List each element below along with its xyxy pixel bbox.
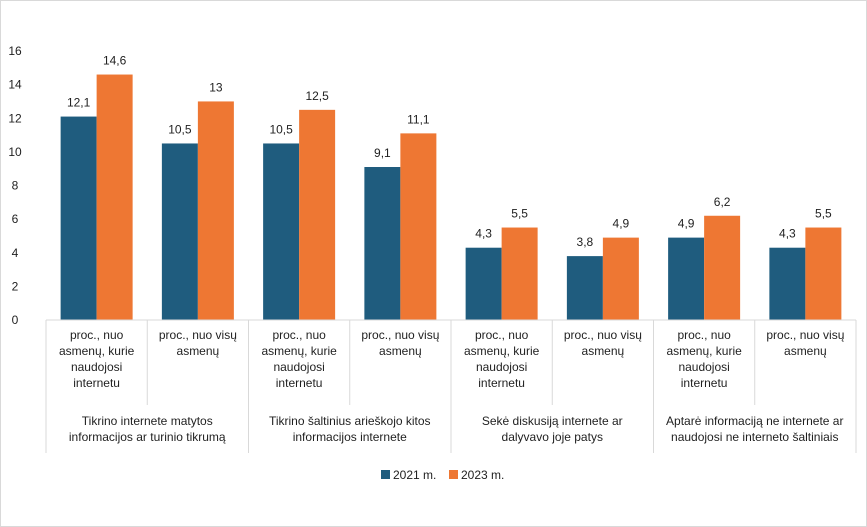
legend-swatch-0	[381, 470, 390, 479]
data-label: 13	[209, 80, 223, 94]
bar-2021m-4[interactable]	[465, 247, 502, 320]
category-label: proc., nuo	[272, 328, 326, 342]
category-label: asmenų	[379, 344, 422, 358]
data-label: 10,5	[168, 122, 192, 136]
category-label: proc., nuo visų	[159, 328, 237, 342]
category-label: internetu	[276, 376, 323, 390]
data-label: 11,1	[407, 112, 430, 126]
bar-2021m-1[interactable]	[161, 143, 198, 320]
group-label: Aptarė informaciją ne internete ar	[666, 414, 843, 428]
category-label: asmenų	[177, 344, 220, 358]
data-label: 9,1	[374, 146, 391, 160]
category-label: proc., nuo	[677, 328, 731, 342]
category-label: proc., nuo	[70, 328, 124, 342]
bar-2023m-0[interactable]	[96, 74, 133, 320]
legend-swatch-1	[449, 470, 458, 479]
category-label: internetu	[73, 376, 120, 390]
bar-2021m-5[interactable]	[566, 256, 603, 320]
bar-2023m-2[interactable]	[299, 109, 336, 320]
bar-2021m-7[interactable]	[769, 247, 806, 320]
group-label: naudojosi ne interneto šaltiniais	[671, 430, 838, 444]
data-label: 5,5	[815, 207, 832, 221]
group-label: Tikrino internete matytos	[82, 414, 213, 428]
group-label: dalyvavo joje patys	[502, 430, 603, 444]
category-label: asmenų, kurie	[666, 344, 742, 358]
y-tick-label: 8	[12, 179, 19, 193]
group-label: Sekė diskusiją internete ar	[482, 414, 623, 428]
category-label: asmenų, kurie	[464, 344, 540, 358]
y-tick-label: 4	[12, 246, 19, 260]
bar-2023m-7[interactable]	[805, 227, 842, 320]
category-label: proc., nuo	[475, 328, 529, 342]
category-label: naudojosi	[71, 360, 122, 374]
bar-2021m-0[interactable]	[60, 116, 97, 320]
category-label: proc., nuo visų	[564, 328, 642, 342]
y-tick-label: 10	[8, 145, 22, 159]
bar-2023m-5[interactable]	[602, 237, 639, 320]
bar-2021m-3[interactable]	[364, 167, 401, 320]
category-label: internetu	[478, 376, 525, 390]
data-label: 3,8	[577, 235, 594, 249]
group-label: Tikrino šaltinius arieškojo kitos	[269, 414, 431, 428]
category-label: asmenų	[784, 344, 827, 358]
bar-2023m-1[interactable]	[197, 101, 234, 320]
data-label: 12,5	[305, 89, 329, 103]
data-label: 10,5	[269, 122, 293, 136]
y-tick-label: 6	[12, 212, 19, 226]
y-tick-label: 12	[8, 111, 22, 125]
bar-2023m-3[interactable]	[400, 133, 437, 320]
y-tick-label: 14	[8, 78, 22, 92]
legend-label: 2021 m.	[393, 468, 436, 482]
legend-label: 2023 m.	[461, 468, 504, 482]
category-label: naudojosi	[678, 360, 729, 374]
group-label: informacijos ar turinio tikrumą	[69, 430, 226, 444]
data-label: 5,5	[511, 207, 528, 221]
data-label: 6,2	[714, 195, 731, 209]
y-tick-label: 2	[12, 279, 19, 293]
category-label: naudojosi	[476, 360, 527, 374]
category-label: asmenų, kurie	[261, 344, 337, 358]
category-label: naudojosi	[273, 360, 324, 374]
data-label: 4,9	[613, 217, 630, 231]
y-tick-label: 0	[12, 313, 19, 327]
category-label: proc., nuo visų	[766, 328, 844, 342]
data-label: 14,6	[103, 54, 127, 68]
category-label: internetu	[681, 376, 728, 390]
bar-2021m-6[interactable]	[668, 237, 705, 320]
bar-2021m-2[interactable]	[263, 143, 300, 320]
category-label: proc., nuo visų	[361, 328, 439, 342]
bar-2023m-6[interactable]	[704, 215, 741, 320]
data-label: 4,3	[475, 227, 492, 241]
group-label: informacijos internete	[293, 430, 407, 444]
data-label: 12,1	[67, 96, 91, 110]
category-label: asmenų	[582, 344, 625, 358]
bar-2023m-4[interactable]	[501, 227, 538, 320]
data-label: 4,3	[779, 227, 796, 241]
y-tick-label: 16	[8, 44, 22, 58]
data-label: 4,9	[678, 217, 695, 231]
category-label: asmenų, kurie	[59, 344, 135, 358]
